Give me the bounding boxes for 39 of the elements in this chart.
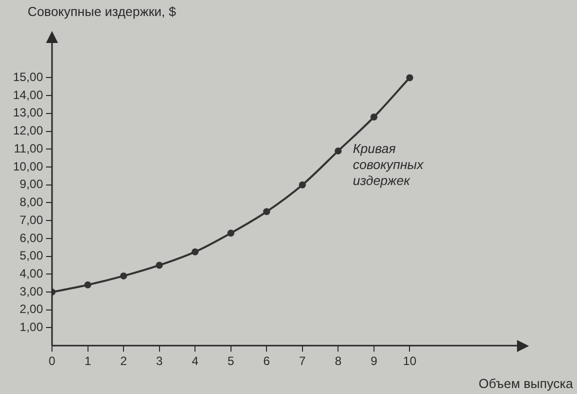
point xyxy=(263,208,270,216)
y-tick-label: 12,00 xyxy=(13,124,44,138)
y-tick-label: 15,00 xyxy=(13,70,44,84)
y-tick-label: 2,00 xyxy=(20,302,44,316)
y-tick-label: 7,00 xyxy=(20,212,44,227)
x-tick-label: 2 xyxy=(120,354,128,368)
point xyxy=(120,272,128,280)
x-tick-label: 5 xyxy=(228,354,235,368)
point xyxy=(406,74,414,82)
point xyxy=(192,248,199,256)
y-tick-label: 1,00 xyxy=(20,320,44,334)
x-tick-label: 1 xyxy=(84,354,92,368)
x-tick-label: 9 xyxy=(370,354,378,368)
y-tick-label: 13,00 xyxy=(13,106,44,120)
annotation: Кривая совокупных издержек xyxy=(352,141,424,190)
point xyxy=(156,262,163,269)
y-tick-label: 6,00 xyxy=(20,230,44,245)
x-tick-label: 0 xyxy=(48,354,56,368)
x-tick-label: 10 xyxy=(403,354,417,368)
x-tick-label: 8 xyxy=(334,354,342,368)
x-tick-label: 7 xyxy=(299,354,306,368)
y-tick-label: 14,00 xyxy=(13,88,44,102)
y-tick-label: 9,00 xyxy=(20,177,44,192)
y-tick-label: 4,00 xyxy=(20,266,44,280)
y-tick-label: 3,00 xyxy=(20,284,44,298)
x-axis-title: Объем выпуска xyxy=(478,376,573,392)
y-tick-label: 10,00 xyxy=(13,159,44,174)
x-tick-label: 6 xyxy=(263,354,270,368)
y-tick-label: 5,00 xyxy=(20,248,44,263)
y-tick-label: 8,00 xyxy=(20,195,44,210)
point xyxy=(227,230,234,237)
point xyxy=(298,181,306,188)
x-tick-label: 3 xyxy=(156,354,163,368)
x-tick-label: 4 xyxy=(192,354,199,368)
y-axis-title: Совокупные издержки, $ xyxy=(26,4,176,20)
point xyxy=(370,114,378,121)
point xyxy=(334,147,342,154)
y-tick-label: 11,00 xyxy=(14,141,44,156)
point xyxy=(84,281,92,288)
